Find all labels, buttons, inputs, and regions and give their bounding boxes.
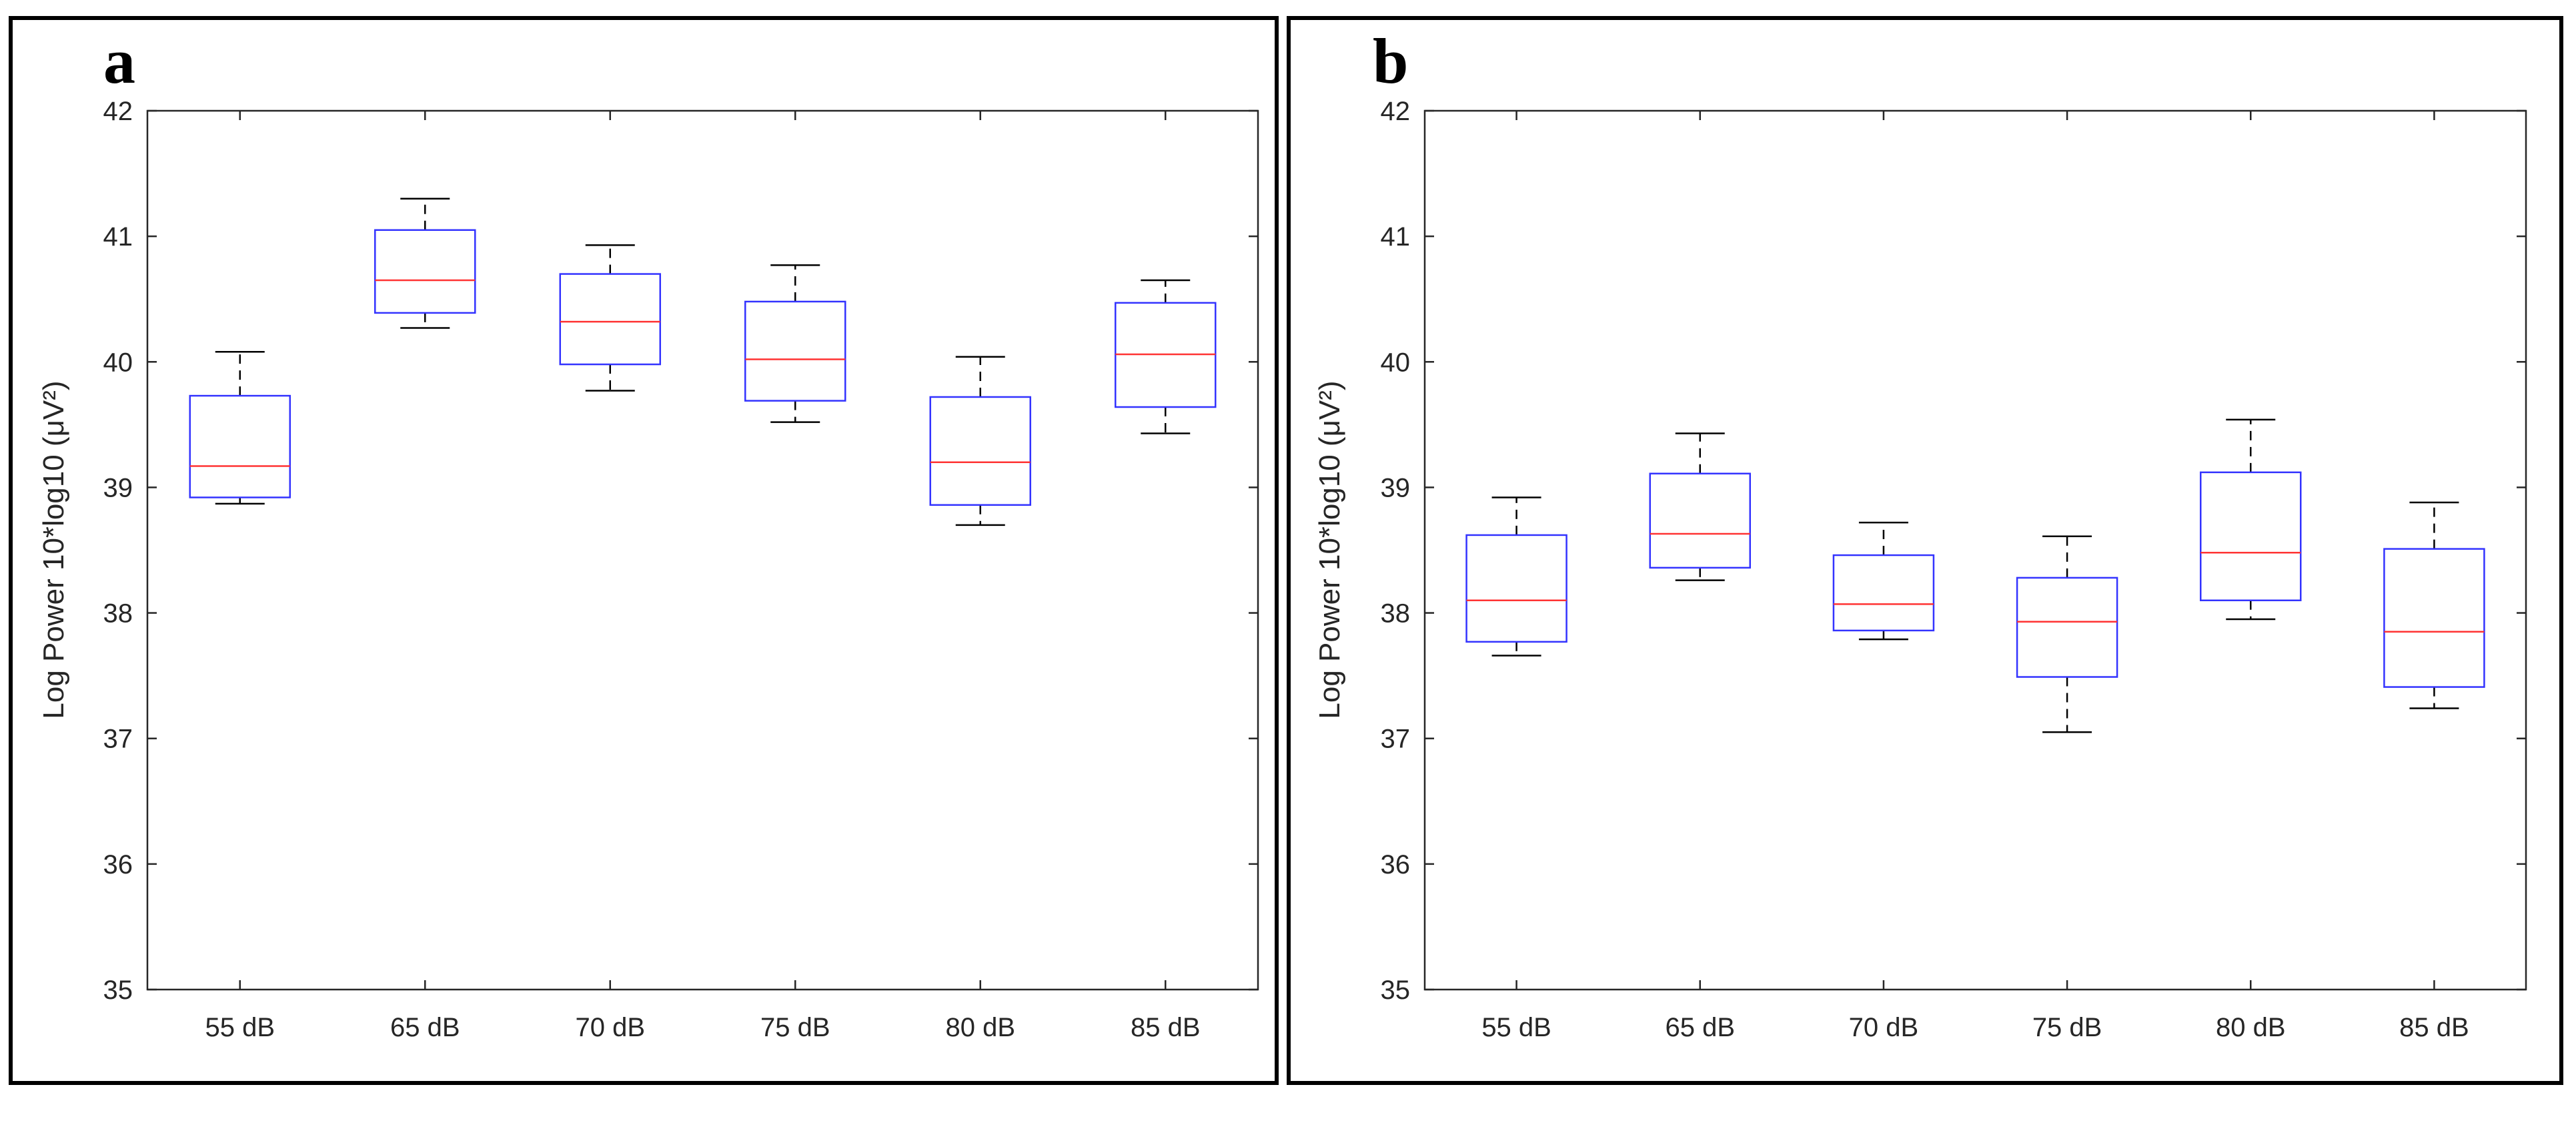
axes-box	[146, 109, 1259, 991]
box-plot-80-dB	[2200, 418, 2302, 621]
y-tick-label: 39	[1381, 473, 1411, 502]
iqr-box	[1649, 472, 1751, 569]
y-tick-label: 42	[1381, 97, 1411, 126]
y-tick-label: 42	[103, 97, 133, 126]
x-tick-label: 75 dB	[760, 1013, 830, 1042]
box-plot-65-dB	[374, 198, 476, 329]
y-tick-label: 38	[1381, 599, 1411, 629]
x-tick-label: 85 dB	[1131, 1013, 1201, 1042]
y-tick-label: 41	[1381, 222, 1411, 252]
y-tick-label: 35	[1381, 976, 1411, 1005]
y-tick-label: 41	[103, 222, 133, 252]
iqr-box	[1832, 554, 1935, 632]
panel-frame	[1287, 16, 2563, 1085]
x-tick-label: 55 dB	[205, 1013, 275, 1042]
panel-letter: b	[1373, 25, 1408, 97]
y-tick-label: 36	[103, 850, 133, 879]
iqr-box	[929, 396, 1031, 506]
y-tick-label: 37	[1381, 725, 1411, 754]
x-tick-label: 75 dB	[2032, 1013, 2102, 1042]
x-tick-label: 55 dB	[1481, 1013, 1551, 1042]
panel-letter: a	[103, 25, 135, 97]
box-plot-70-dB	[1832, 521, 1935, 641]
box-plot-80-dB	[929, 356, 1031, 526]
iqr-box	[2200, 471, 2302, 602]
y-tick-label: 38	[103, 599, 133, 629]
box-plot-70-dB	[559, 244, 661, 392]
box-plot-55-dB	[189, 350, 291, 505]
y-tick-label: 35	[103, 976, 133, 1005]
box-plot-75-dB	[744, 264, 846, 423]
y-tick-label: 37	[103, 725, 133, 754]
x-tick-label: 85 dB	[2399, 1013, 2469, 1042]
x-tick-label: 80 dB	[945, 1013, 1015, 1042]
x-tick-label: 65 dB	[1665, 1013, 1735, 1042]
x-tick-label: 70 dB	[575, 1013, 645, 1042]
iqr-box	[374, 229, 476, 314]
axes-box	[1423, 109, 2527, 991]
x-tick-label: 80 dB	[2216, 1013, 2286, 1042]
panel-a: a 35 36 37 38 39 40 41 42 Log Power 10*log10 (μV²…	[9, 16, 1279, 1085]
y-tick-label: 40	[1381, 348, 1411, 377]
y-tick-label: 40	[103, 348, 133, 377]
iqr-box	[2383, 548, 2485, 688]
box-plot-55-dB	[1465, 496, 1567, 657]
box-plot-65-dB	[1649, 432, 1751, 581]
box-plot-75-dB	[2016, 535, 2118, 733]
x-tick-label: 65 dB	[390, 1013, 460, 1042]
panel-frame	[9, 16, 1279, 1085]
iqr-box	[2016, 577, 2118, 678]
box-plot-85-dB	[2383, 501, 2485, 709]
iqr-box	[1465, 534, 1567, 643]
y-axis-label: Log Power 10*log10 (μV²)	[37, 380, 70, 719]
panel-b: b 35 36 37 38 39 40 41 42 Log Power 10*log10 (μV²…	[1287, 16, 2563, 1085]
y-tick-label: 39	[103, 473, 133, 502]
iqr-box	[559, 273, 661, 366]
iqr-box	[744, 300, 846, 402]
iqr-box	[189, 394, 291, 498]
x-tick-label: 70 dB	[1849, 1013, 1919, 1042]
y-tick-label: 36	[1381, 850, 1411, 879]
box-plot-85-dB	[1115, 279, 1217, 434]
y-axis-label: Log Power 10*log10 (μV²)	[1313, 380, 1346, 719]
